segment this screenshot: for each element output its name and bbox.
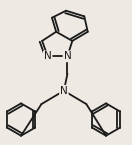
Text: N: N (60, 86, 68, 96)
Text: N: N (44, 51, 52, 61)
Text: N: N (63, 51, 71, 61)
